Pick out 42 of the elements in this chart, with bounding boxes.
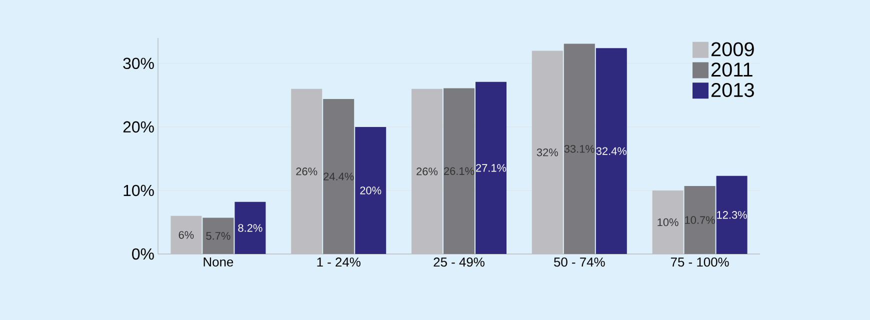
legend-label: 2009 xyxy=(712,42,754,56)
legend-label: 2011 xyxy=(712,62,752,77)
legend-label: 2013 xyxy=(712,82,754,98)
bar xyxy=(532,50,563,254)
y-tick-label: 30% xyxy=(123,58,154,70)
y-tick-label: 0% xyxy=(132,248,154,260)
data-label: 33.1% xyxy=(564,144,595,153)
data-label: 5.7% xyxy=(206,232,230,240)
bar xyxy=(202,218,234,254)
bar xyxy=(291,88,322,254)
data-label: 6% xyxy=(178,231,194,239)
bar xyxy=(684,186,716,254)
bar xyxy=(355,126,386,254)
bar xyxy=(444,88,475,254)
x-tick-label: None xyxy=(204,258,234,267)
bar xyxy=(234,202,266,254)
bar xyxy=(323,98,354,254)
data-label: 27.1% xyxy=(476,164,506,172)
bar xyxy=(476,82,507,254)
data-label: 20% xyxy=(360,186,382,194)
data-label: 32% xyxy=(536,148,558,156)
bar xyxy=(716,176,748,254)
x-tick-label: 25 - 49% xyxy=(434,258,484,267)
data-label: 32.4% xyxy=(596,147,627,155)
data-label: 26% xyxy=(416,168,438,176)
x-tick-label: 1 - 24% xyxy=(317,258,360,267)
data-label: 10% xyxy=(658,218,678,226)
bar xyxy=(564,44,595,254)
x-tick-label: 50 - 74% xyxy=(554,258,605,267)
bar xyxy=(652,190,684,254)
data-label: 26% xyxy=(296,168,318,176)
y-tick-label: 20% xyxy=(123,121,154,133)
data-label: 12.3% xyxy=(717,211,747,219)
data-label: 24.4% xyxy=(324,172,354,180)
data-label: 10.7% xyxy=(685,216,715,224)
data-label: 8.2% xyxy=(238,224,262,232)
bar xyxy=(412,88,443,254)
bar xyxy=(170,216,202,254)
data-label: 26.1% xyxy=(444,167,474,175)
y-tick-label: 10% xyxy=(124,184,154,196)
x-tick-label: 75 - 100% xyxy=(670,258,729,267)
bar xyxy=(596,48,627,254)
